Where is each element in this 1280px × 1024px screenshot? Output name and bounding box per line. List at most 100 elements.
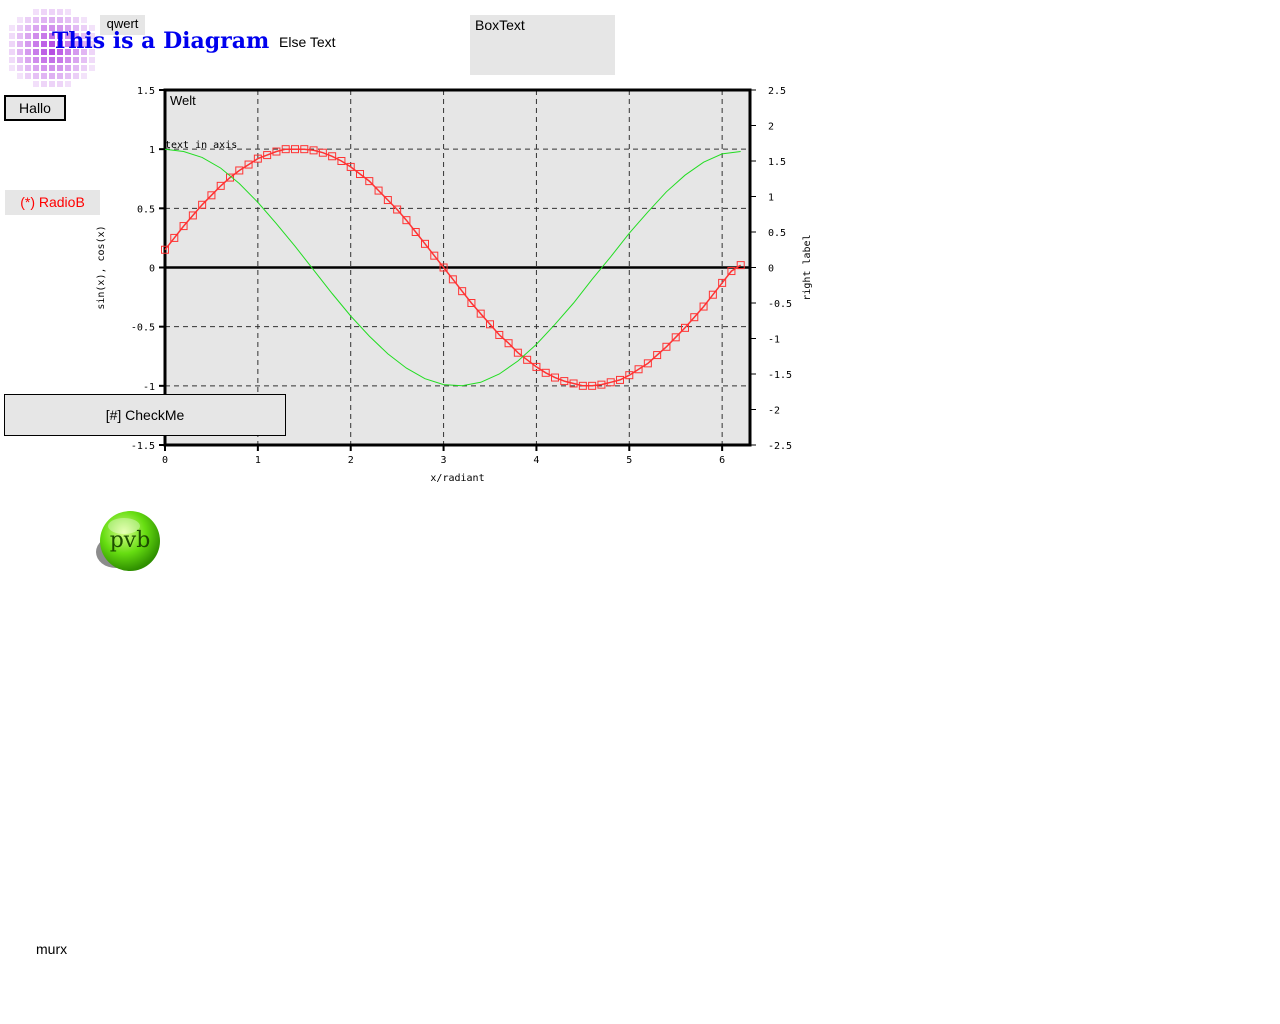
x-tick-label: 5 <box>626 455 632 466</box>
y-right-tick-label: 2 <box>768 122 774 133</box>
dot-mark <box>49 25 55 31</box>
y-tick-label: 1 <box>149 145 155 156</box>
sin-data-point <box>513 348 522 357</box>
dot-mark <box>25 17 31 23</box>
hallo-button[interactable]: Hallo <box>4 95 66 121</box>
dot-mark <box>25 33 31 39</box>
dot-mark <box>49 73 55 79</box>
dot-mark <box>57 9 63 15</box>
sin-data-point <box>616 375 624 384</box>
dot-mark <box>9 33 15 39</box>
dot-mark <box>25 65 31 71</box>
sin-data-point <box>300 145 309 154</box>
dot-mark <box>81 33 87 39</box>
sin-data-point <box>226 173 234 182</box>
dot-mark <box>89 25 95 31</box>
sin-data-point <box>198 200 207 209</box>
dot-mark <box>57 81 63 87</box>
dot-mark <box>41 9 47 15</box>
dot-mark <box>73 33 79 39</box>
sin-data-point <box>430 251 439 260</box>
dot-mark <box>41 73 47 79</box>
dot-mark <box>49 57 55 63</box>
dot-mark <box>57 25 63 31</box>
sin-data-point <box>263 151 272 160</box>
dot-mark <box>25 57 31 63</box>
dot-mark <box>65 81 71 87</box>
sin-data-point <box>179 222 188 231</box>
dot-mark <box>17 17 23 23</box>
dot-mark <box>41 81 47 87</box>
dot-mark <box>9 41 15 47</box>
sin-data-point <box>383 196 392 205</box>
dot-mark <box>41 49 47 55</box>
sin-data-point <box>560 377 569 386</box>
sin-data-point <box>578 381 587 390</box>
x-tick-label: 0 <box>162 455 168 466</box>
sin-data-point <box>235 166 244 175</box>
sin-data-point <box>727 267 736 276</box>
dot-mark <box>17 25 23 31</box>
dot-mark <box>73 17 79 23</box>
dot-mark <box>33 9 39 15</box>
sin-data-point <box>690 313 699 322</box>
dot-mark <box>57 49 63 55</box>
y-tick-label: -1.5 <box>131 441 155 452</box>
sin-data-point <box>606 378 615 387</box>
dot-mark <box>9 65 15 71</box>
checkme-checkbox[interactable]: [#] CheckMe <box>4 394 286 436</box>
sin-data-point <box>272 147 281 156</box>
dot-mark <box>81 49 87 55</box>
sin-data-point <box>318 148 327 157</box>
sin-data-point <box>532 362 541 371</box>
dot-mark <box>65 49 71 55</box>
dot-mark <box>73 25 79 31</box>
dot-mark <box>65 65 71 71</box>
radio-button[interactable]: (*) RadioB <box>5 190 100 215</box>
dot-mark <box>89 33 95 39</box>
sin-data-point <box>365 177 374 186</box>
dot-mark <box>33 73 39 79</box>
dotted-logo-icon <box>9 9 95 87</box>
dot-mark <box>65 41 71 47</box>
sin-data-point <box>718 278 727 287</box>
x-axis-label: x/radiant <box>430 473 484 484</box>
sin-data-point <box>523 355 532 364</box>
axis-annotation: text in axis <box>165 140 237 151</box>
dot-mark <box>41 65 47 71</box>
y-right-tick-label: 1 <box>768 193 774 204</box>
dot-mark <box>81 25 87 31</box>
sin-data-point <box>439 263 448 272</box>
sin-data-point <box>170 233 179 242</box>
x-tick-label: 2 <box>348 455 354 466</box>
cos-series-line <box>164 148 741 387</box>
sin-data-point <box>161 245 169 254</box>
dot-mark <box>33 41 39 47</box>
sin-data-point <box>393 205 402 214</box>
dot-mark <box>81 73 87 79</box>
dot-mark <box>49 17 55 23</box>
y-right-axis-label: right label <box>802 234 813 300</box>
sin-data-point <box>662 342 671 351</box>
dot-mark <box>57 57 63 63</box>
sin-data-point <box>643 359 652 368</box>
y-tick-label: 0 <box>149 264 155 275</box>
dot-mark <box>81 65 87 71</box>
sin-data-point <box>207 191 216 200</box>
dot-mark <box>9 57 15 63</box>
x-tick-label: 3 <box>441 455 447 466</box>
dot-mark <box>41 33 47 39</box>
dot-mark <box>49 9 55 15</box>
y-right-tick-label: -1 <box>768 335 780 346</box>
sin-data-point <box>699 302 708 311</box>
sin-data-point <box>681 323 689 332</box>
dot-mark <box>17 73 23 79</box>
dot-mark <box>73 49 79 55</box>
sin-data-point <box>597 380 606 389</box>
sin-data-point <box>188 211 197 220</box>
dot-mark <box>89 65 95 71</box>
y-tick-label: 1.5 <box>137 86 155 97</box>
x-tick-label: 4 <box>533 455 539 466</box>
y-right-tick-label: -2.5 <box>768 441 792 452</box>
dot-mark <box>57 65 63 71</box>
